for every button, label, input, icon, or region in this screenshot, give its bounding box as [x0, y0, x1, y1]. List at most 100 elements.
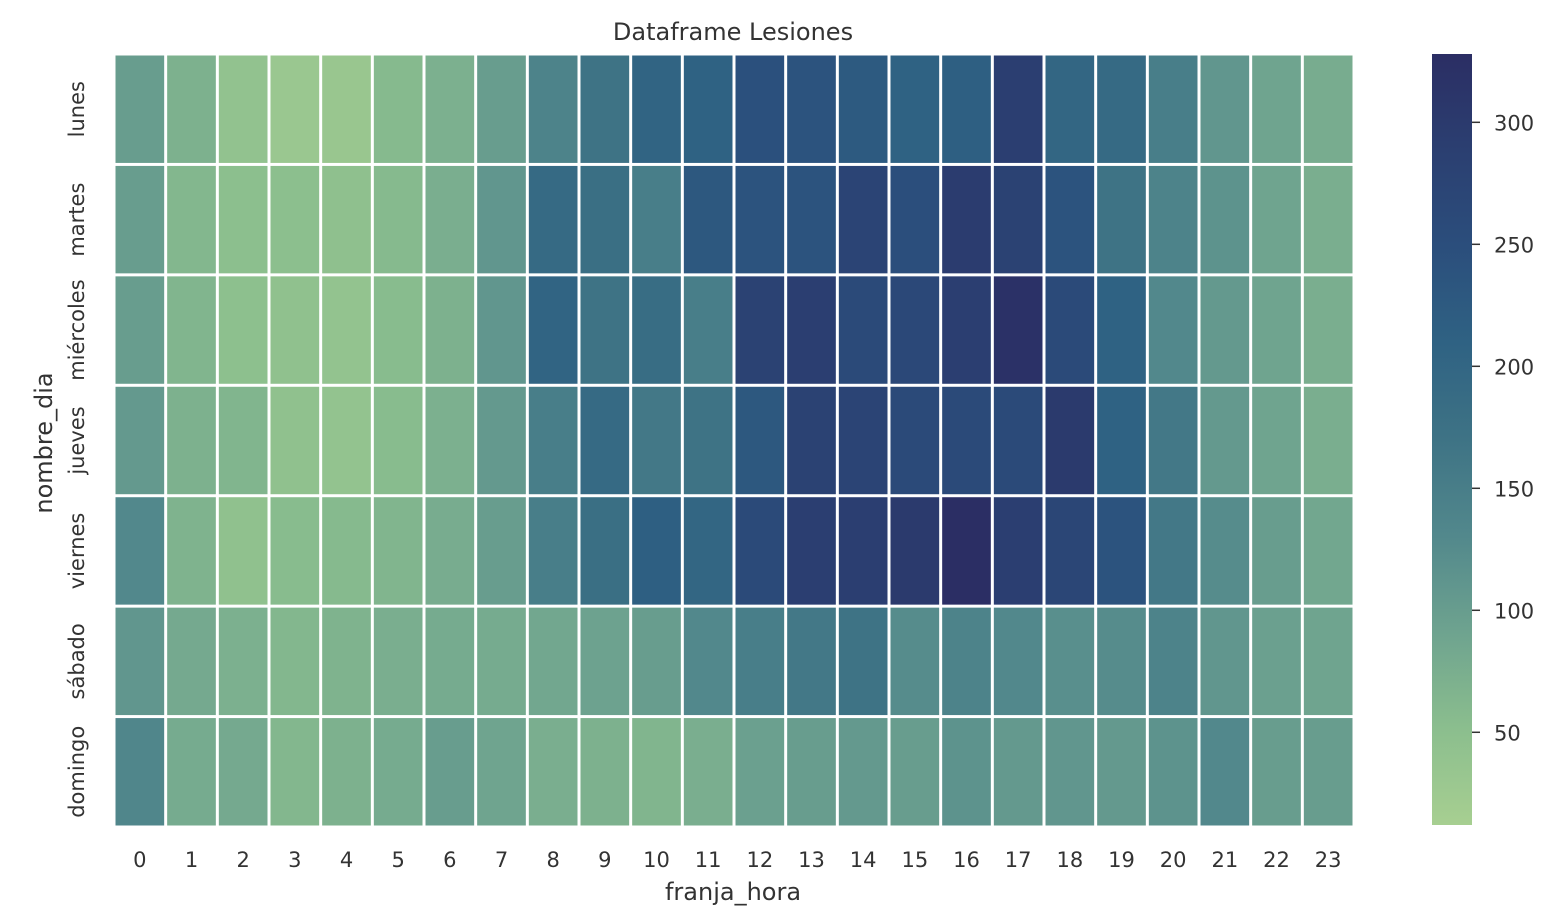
heatmap-cell [1200, 718, 1250, 826]
heatmap-cell [942, 165, 991, 274]
heatmap-cell [1045, 165, 1095, 274]
heatmap-cell [735, 607, 785, 716]
heatmap-cell [322, 497, 371, 605]
heatmap-cell [270, 386, 320, 495]
heatmap-cell [322, 276, 371, 384]
x-tick-label: 10 [643, 848, 670, 872]
heatmap-cell [1148, 607, 1198, 716]
heatmap-cell [167, 497, 216, 605]
heatmap-cell [993, 718, 1043, 826]
y-tick-label: sábado [65, 623, 89, 699]
heatmap-cell [115, 165, 165, 274]
x-tick-label: 14 [850, 848, 877, 872]
heatmap-cell [425, 718, 475, 826]
colorbar-tick-label: 50 [1494, 721, 1521, 745]
y-tick-label: martes [65, 183, 89, 257]
y-tick-label: viernes [65, 513, 89, 590]
chart-title: Dataframe Lesiones [613, 18, 853, 46]
heatmap-cell [993, 276, 1043, 384]
heatmap-cell [1200, 607, 1250, 716]
heatmap-cell [890, 276, 940, 384]
heatmap-cell [270, 607, 320, 716]
heatmap-cell [632, 55, 681, 163]
heatmap-cell [683, 386, 733, 495]
heatmap-cell [1303, 718, 1353, 826]
heatmap-cell [373, 497, 423, 605]
heatmap-cell [373, 607, 423, 716]
x-tick-label: 21 [1211, 848, 1238, 872]
heatmap-cell [580, 386, 630, 495]
heatmap-cell [477, 497, 526, 605]
heatmap-cell [787, 607, 836, 716]
heatmap-cell [1148, 276, 1198, 384]
heatmap-cell [1148, 386, 1198, 495]
x-tick-label: 2 [236, 848, 249, 872]
x-tick-labels: 0 1 2 3 4 5 6 7 8 9 10 11 12 13 14 15 16 17 18 19 20 21 22 23 [133, 848, 1341, 872]
x-tick-label: 6 [443, 848, 456, 872]
colorbar-tick-label: 300 [1494, 111, 1534, 135]
heatmap-cell [1303, 55, 1353, 163]
heatmap-cell [993, 497, 1043, 605]
heatmap-cell [683, 276, 733, 384]
heatmap-cell [1097, 55, 1146, 163]
heatmap-cell [167, 607, 216, 716]
heatmap-cell [115, 386, 165, 495]
heatmap-cell [477, 718, 526, 826]
heatmap-cell [838, 276, 888, 384]
heatmap-cell [477, 276, 526, 384]
heatmap-cell [1252, 55, 1301, 163]
heatmap-cell [373, 55, 423, 163]
colorbar-tick-label: 200 [1494, 355, 1534, 379]
x-tick-label: 18 [1056, 848, 1083, 872]
heatmap-cell [1252, 276, 1301, 384]
colorbar-tick-label: 150 [1494, 477, 1534, 501]
heatmap-cell [1200, 386, 1250, 495]
heatmap-cell [683, 607, 733, 716]
heatmap-cell [1303, 386, 1353, 495]
heatmap-cell [632, 497, 681, 605]
heatmap-cell [1252, 497, 1301, 605]
heatmap-cell [1252, 386, 1301, 495]
x-tick-label: 19 [1108, 848, 1135, 872]
heatmap-cell [632, 718, 681, 826]
heatmap-cell [167, 718, 216, 826]
heatmap-cell [218, 386, 268, 495]
heatmap-cell [270, 276, 320, 384]
heatmap-cell [1148, 497, 1198, 605]
heatmap-cell [942, 386, 991, 495]
heatmap-cell [1097, 386, 1146, 495]
heatmap-cell [993, 55, 1043, 163]
y-tick-label: lunes [65, 81, 89, 137]
heatmap-cell [580, 718, 630, 826]
heatmap-cell [270, 165, 320, 274]
heatmap-cell [167, 165, 216, 274]
colorbar-tick-label: 250 [1494, 233, 1534, 257]
heatmap-cell [373, 165, 423, 274]
colorbar-tick-label: 100 [1494, 599, 1534, 623]
heatmap-cell [580, 607, 630, 716]
y-tick-labels: lunes martes miércoles jueves viernes sábado d… [65, 81, 89, 818]
heatmap-cell [1303, 165, 1353, 274]
heatmap-cell [115, 607, 165, 716]
heatmap-cell [890, 386, 940, 495]
heatmap-cell [838, 55, 888, 163]
heatmap-cell [373, 386, 423, 495]
heatmap-cell [632, 386, 681, 495]
y-tick-label: domingo [65, 726, 89, 818]
heatmap-cell [942, 718, 991, 826]
heatmap-cells [115, 55, 1353, 826]
x-tick-label: 5 [391, 848, 404, 872]
heatmap-cell [838, 386, 888, 495]
heatmap-cell [1252, 718, 1301, 826]
x-tick-label: 3 [288, 848, 301, 872]
x-tick-label: 12 [746, 848, 773, 872]
heatmap-cell [735, 165, 785, 274]
heatmap-cell [1200, 165, 1250, 274]
heatmap-cell [322, 607, 371, 716]
heatmap-cell [425, 55, 475, 163]
heatmap-cell [1148, 55, 1198, 163]
heatmap-cell [1097, 276, 1146, 384]
heatmap-cell [528, 386, 578, 495]
heatmap-cell [787, 497, 836, 605]
heatmap-cell [322, 165, 371, 274]
